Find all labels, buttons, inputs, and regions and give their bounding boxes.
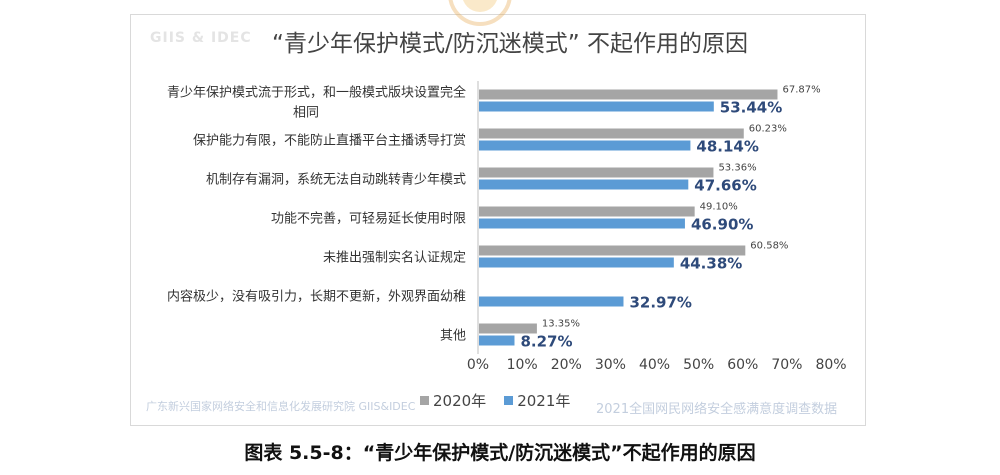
- category-label: 内容极少，没有吸引力，长期不更新，外观界面幼稚: [167, 289, 466, 305]
- bar-2020: [479, 206, 695, 217]
- watermark-bottom-right: 2021全国网民网络安全感满意度调查数据: [596, 402, 838, 417]
- bar-2020: [479, 89, 778, 100]
- data-label-2020: 13.35%: [542, 319, 580, 330]
- x-tick-label: 10%: [507, 357, 538, 373]
- watermark-bottom-left: 广东新兴国家网络安全和信息化发展研究院 GIIS&IDEC: [146, 400, 416, 413]
- seal-watermark: [448, 0, 512, 26]
- bar-2021: [479, 140, 691, 151]
- data-label-2021: 48.14%: [696, 138, 758, 156]
- figure-caption: 图表 5.5-8：“青少年保护模式/防沉迷模式”不起作用的原因: [244, 442, 756, 464]
- x-tick-label: 0%: [467, 357, 489, 373]
- bar-2021: [479, 296, 624, 307]
- bar-2021: [479, 335, 515, 346]
- legend-label-2021: 2021年: [517, 392, 571, 410]
- data-label-2020: 60.58%: [750, 241, 788, 252]
- bar-2020: [479, 128, 744, 139]
- data-label-2021: 53.44%: [720, 99, 782, 117]
- data-label-2021: 8.27%: [520, 333, 572, 351]
- x-tick-label: 80%: [815, 357, 846, 373]
- bar-2021: [479, 218, 685, 229]
- x-tick-label: 70%: [771, 357, 802, 373]
- legend-item-2020: 2020年: [420, 390, 486, 411]
- legend-swatch-2021: [504, 396, 514, 405]
- category-label: 机制存有漏洞，系统无法自动跳转青少年模式: [206, 172, 466, 188]
- chart-title: “青少年保护模式/防沉迷模式” 不起作用的原因: [272, 31, 748, 57]
- bar-2021: [479, 101, 714, 112]
- data-label-2020: 60.23%: [749, 124, 787, 135]
- legend-swatch-2020: [420, 396, 429, 405]
- data-label-2021: 44.38%: [680, 255, 742, 273]
- x-tick-label: 40%: [639, 357, 670, 373]
- x-tick-label: 50%: [683, 357, 714, 373]
- data-label-2020: 53.36%: [718, 163, 756, 174]
- bar-2020: [479, 323, 537, 334]
- x-tick-label: 60%: [727, 357, 758, 373]
- bar-2020: [479, 245, 746, 256]
- bar-2021: [479, 257, 674, 268]
- category-label: 未推出强制实名认证规定: [323, 250, 466, 266]
- chart-legend: 2020年 2021年: [420, 390, 570, 411]
- category-label: 功能不完善，可轻易延长使用时限: [271, 211, 466, 227]
- data-label-2020: 49.10%: [700, 202, 738, 213]
- x-tick-label: 20%: [551, 357, 582, 373]
- data-label-2021: 32.97%: [629, 294, 691, 312]
- category-label: 其他: [440, 329, 466, 344]
- data-label-2021: 47.66%: [694, 177, 756, 195]
- category-label: 青少年保护模式流于形式，和一般模式版块设置完全: [167, 85, 466, 101]
- bar-2020: [479, 167, 714, 178]
- legend-item-2021: 2021年: [504, 390, 570, 411]
- watermark-top-left: GIIS & IDEC: [150, 30, 252, 46]
- x-tick-label: 30%: [595, 357, 626, 373]
- bar-2021: [479, 179, 689, 190]
- category-label: 相同: [293, 106, 319, 121]
- data-label-2021: 46.90%: [691, 216, 753, 234]
- category-label: 保护能力有限，不能防止直播平台主播诱导打赏: [193, 133, 466, 149]
- data-label-2020: 67.87%: [782, 85, 820, 96]
- legend-label-2020: 2020年: [433, 392, 487, 410]
